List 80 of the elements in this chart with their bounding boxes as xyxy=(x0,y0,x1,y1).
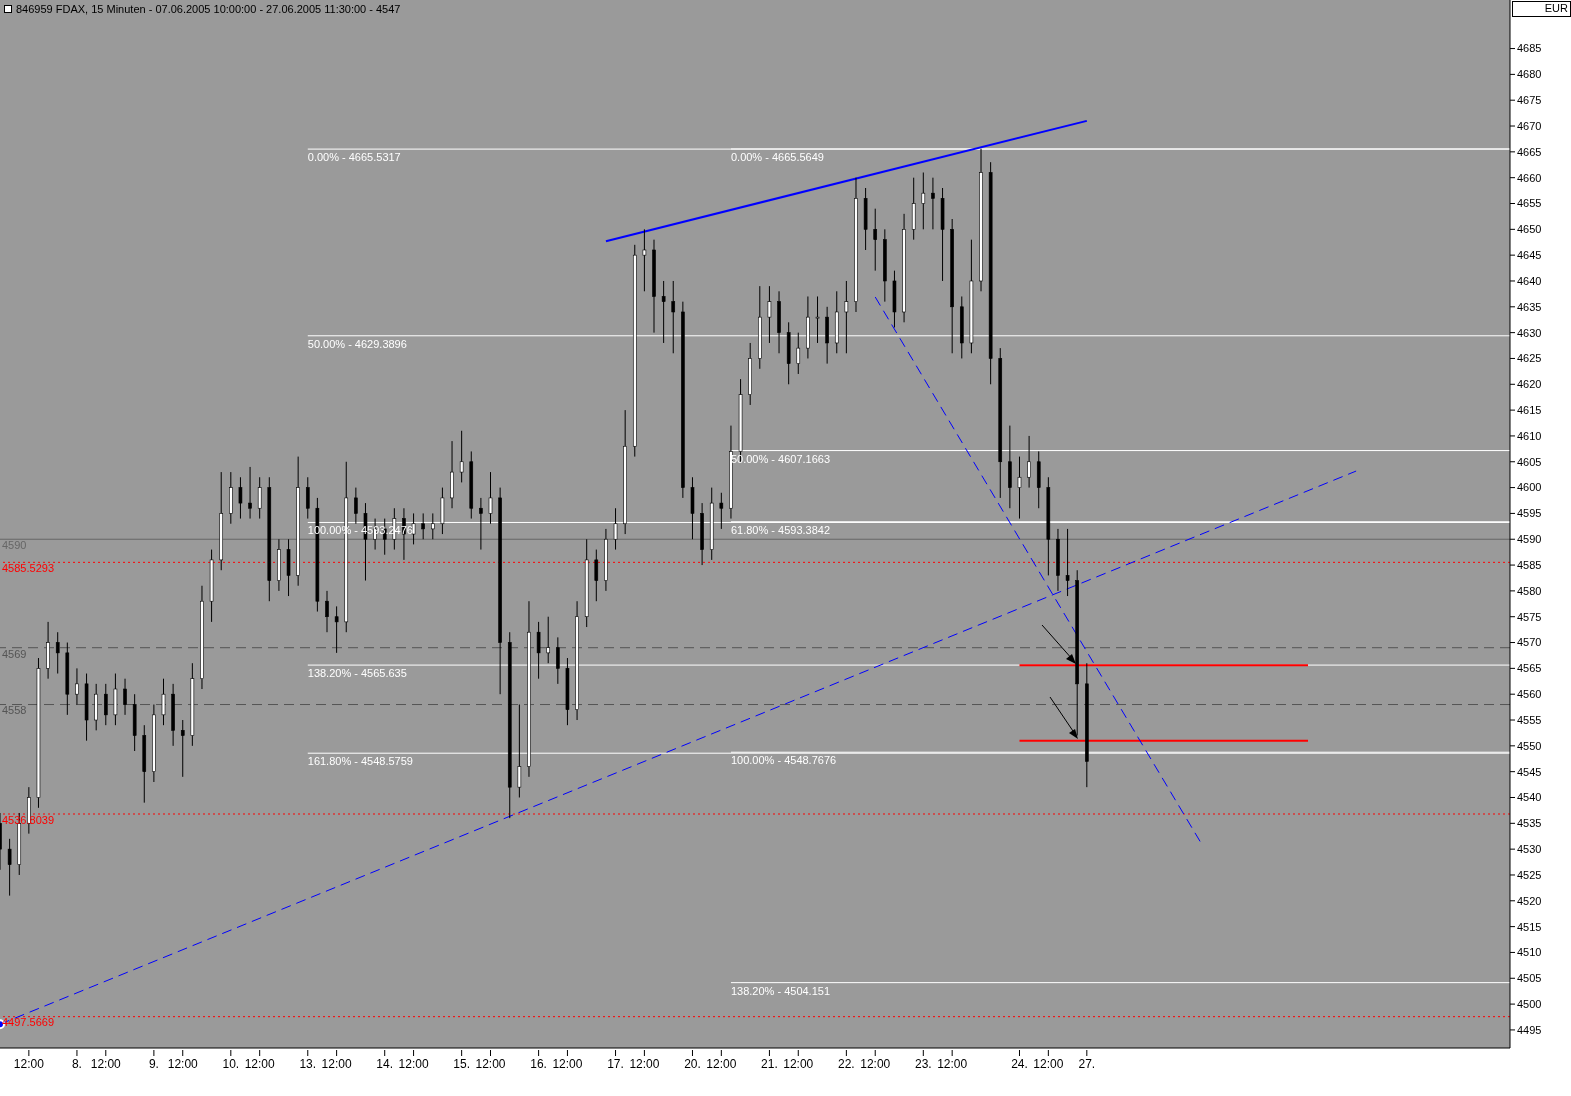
x-tick-label: 12:00 xyxy=(13,1057,45,1071)
ref-line-label: 4569 xyxy=(2,647,27,660)
x-tick-label: 8. xyxy=(71,1057,82,1071)
x-tick-label: 12:00 xyxy=(167,1057,199,1071)
x-tick-label: 21. xyxy=(761,1057,778,1071)
series-label: 138.20% - 4504.151 xyxy=(730,984,831,997)
x-tick-label: 12:00 xyxy=(552,1057,583,1071)
y-tick-label: 4635 xyxy=(1517,300,1542,313)
series-label: 50.00% - 4629.3896 xyxy=(307,337,407,350)
x-tick-label: 12:00 xyxy=(244,1057,276,1071)
y-tick-label: 4585 xyxy=(1517,558,1542,571)
x-tick-label: 15. xyxy=(453,1057,470,1071)
y-tick-label: 4530 xyxy=(1517,843,1542,856)
y-tick-label: 4685 xyxy=(1517,42,1542,55)
y-tick-label: 4535 xyxy=(1517,817,1542,830)
x-tick-label: 24. xyxy=(1011,1057,1028,1071)
x-tick-label: 12:00 xyxy=(398,1057,429,1071)
x-tick-label: 23. xyxy=(914,1057,932,1071)
x-tick-label: 20. xyxy=(684,1057,701,1071)
x-tick-label: 12:00 xyxy=(937,1057,968,1071)
y-tick-label: 4610 xyxy=(1517,429,1542,442)
y-tick-label: 4590 xyxy=(1517,533,1542,546)
y-tick-label: 4625 xyxy=(1517,352,1542,365)
x-tick-label: 16. xyxy=(530,1057,547,1071)
y-tick-label: 4495 xyxy=(1517,1023,1542,1036)
y-tick-label: 4570 xyxy=(1517,636,1542,649)
y-tick-label: 4505 xyxy=(1517,972,1542,985)
y-tick-label: 4595 xyxy=(1517,507,1542,520)
series-label: 61.80% - 4593.3842 xyxy=(730,523,831,536)
y-tick-label: 4510 xyxy=(1517,946,1542,959)
y-tick-label: 4500 xyxy=(1517,998,1542,1010)
y-tick-label: 4665 xyxy=(1517,145,1542,158)
x-tick-label: 12:00 xyxy=(475,1057,506,1071)
x-tick-label: 12:00 xyxy=(629,1057,660,1071)
y-tick-label: 4660 xyxy=(1517,171,1542,184)
series-label: 0.00% - 4665.5317 xyxy=(307,151,401,164)
x-tick-label: 14. xyxy=(376,1057,394,1071)
y-tick-label: 4630 xyxy=(1517,326,1542,339)
y-tick-label: 4560 xyxy=(1517,688,1542,701)
x-tick-label: 12:00 xyxy=(860,1057,891,1071)
y-tick-label: 4580 xyxy=(1517,584,1542,597)
ref-line-label: 4558 xyxy=(2,704,27,717)
y-tick-label: 4550 xyxy=(1517,739,1542,752)
y-tick-label: 4540 xyxy=(1517,791,1542,804)
y-tick-label: 4555 xyxy=(1517,713,1542,726)
x-tick-label: 13. xyxy=(299,1057,317,1071)
y-tick-label: 4675 xyxy=(1517,94,1542,107)
y-tick-label: 4650 xyxy=(1517,223,1542,236)
x-tick-label: 22. xyxy=(838,1057,855,1071)
series-label: 161.80% - 4548.5759 xyxy=(307,755,413,768)
x-tick-label: 17. xyxy=(607,1057,624,1071)
x-tick-label: 12:00 xyxy=(783,1057,814,1071)
y-tick-label: 4615 xyxy=(1517,404,1542,417)
x-tick-label: 9. xyxy=(148,1057,159,1071)
x-tick-label: 12:00 xyxy=(706,1057,737,1071)
x-tick-label: 12:00 xyxy=(1033,1057,1064,1071)
x-tick-label: 12:00 xyxy=(90,1057,122,1071)
x-tick-label: 12:00 xyxy=(321,1057,352,1071)
y-tick-label: 4605 xyxy=(1517,455,1542,468)
y-tick-label: 4545 xyxy=(1517,765,1542,778)
ref-line-label: 4585.5293 xyxy=(2,562,54,575)
y-tick-label: 4645 xyxy=(1517,249,1542,262)
y-tick-label: 4520 xyxy=(1517,894,1542,907)
y-tick-label: 4575 xyxy=(1517,610,1542,623)
text: EUR xyxy=(1512,1,1571,17)
y-tick-label: 4525 xyxy=(1517,868,1542,881)
y-tick-label: 4620 xyxy=(1517,378,1542,391)
series-label: 138.20% - 4565.635 xyxy=(307,667,407,680)
y-tick-label: 4640 xyxy=(1517,274,1542,287)
y-tick-label: 4680 xyxy=(1517,68,1542,81)
y-tick-label: 4600 xyxy=(1517,481,1542,494)
y-tick-label: 4515 xyxy=(1517,920,1542,933)
y-tick-label: 4670 xyxy=(1517,119,1542,132)
x-tick-label: 27. xyxy=(1078,1057,1096,1071)
series-label: 100.00% - 4548.7676 xyxy=(730,754,837,767)
y-tick-label: 4565 xyxy=(1517,662,1542,675)
x-tick-label: 10. xyxy=(222,1057,240,1071)
series-label: 0.00% - 4665.5649 xyxy=(730,150,824,163)
y-tick-label: 4655 xyxy=(1517,197,1542,210)
chart-title: 846959 FDAX, 15 Minuten - 07.06.2005 10:00:00 - 27.06.2005 11:30:00 - 4547 xyxy=(16,3,401,15)
